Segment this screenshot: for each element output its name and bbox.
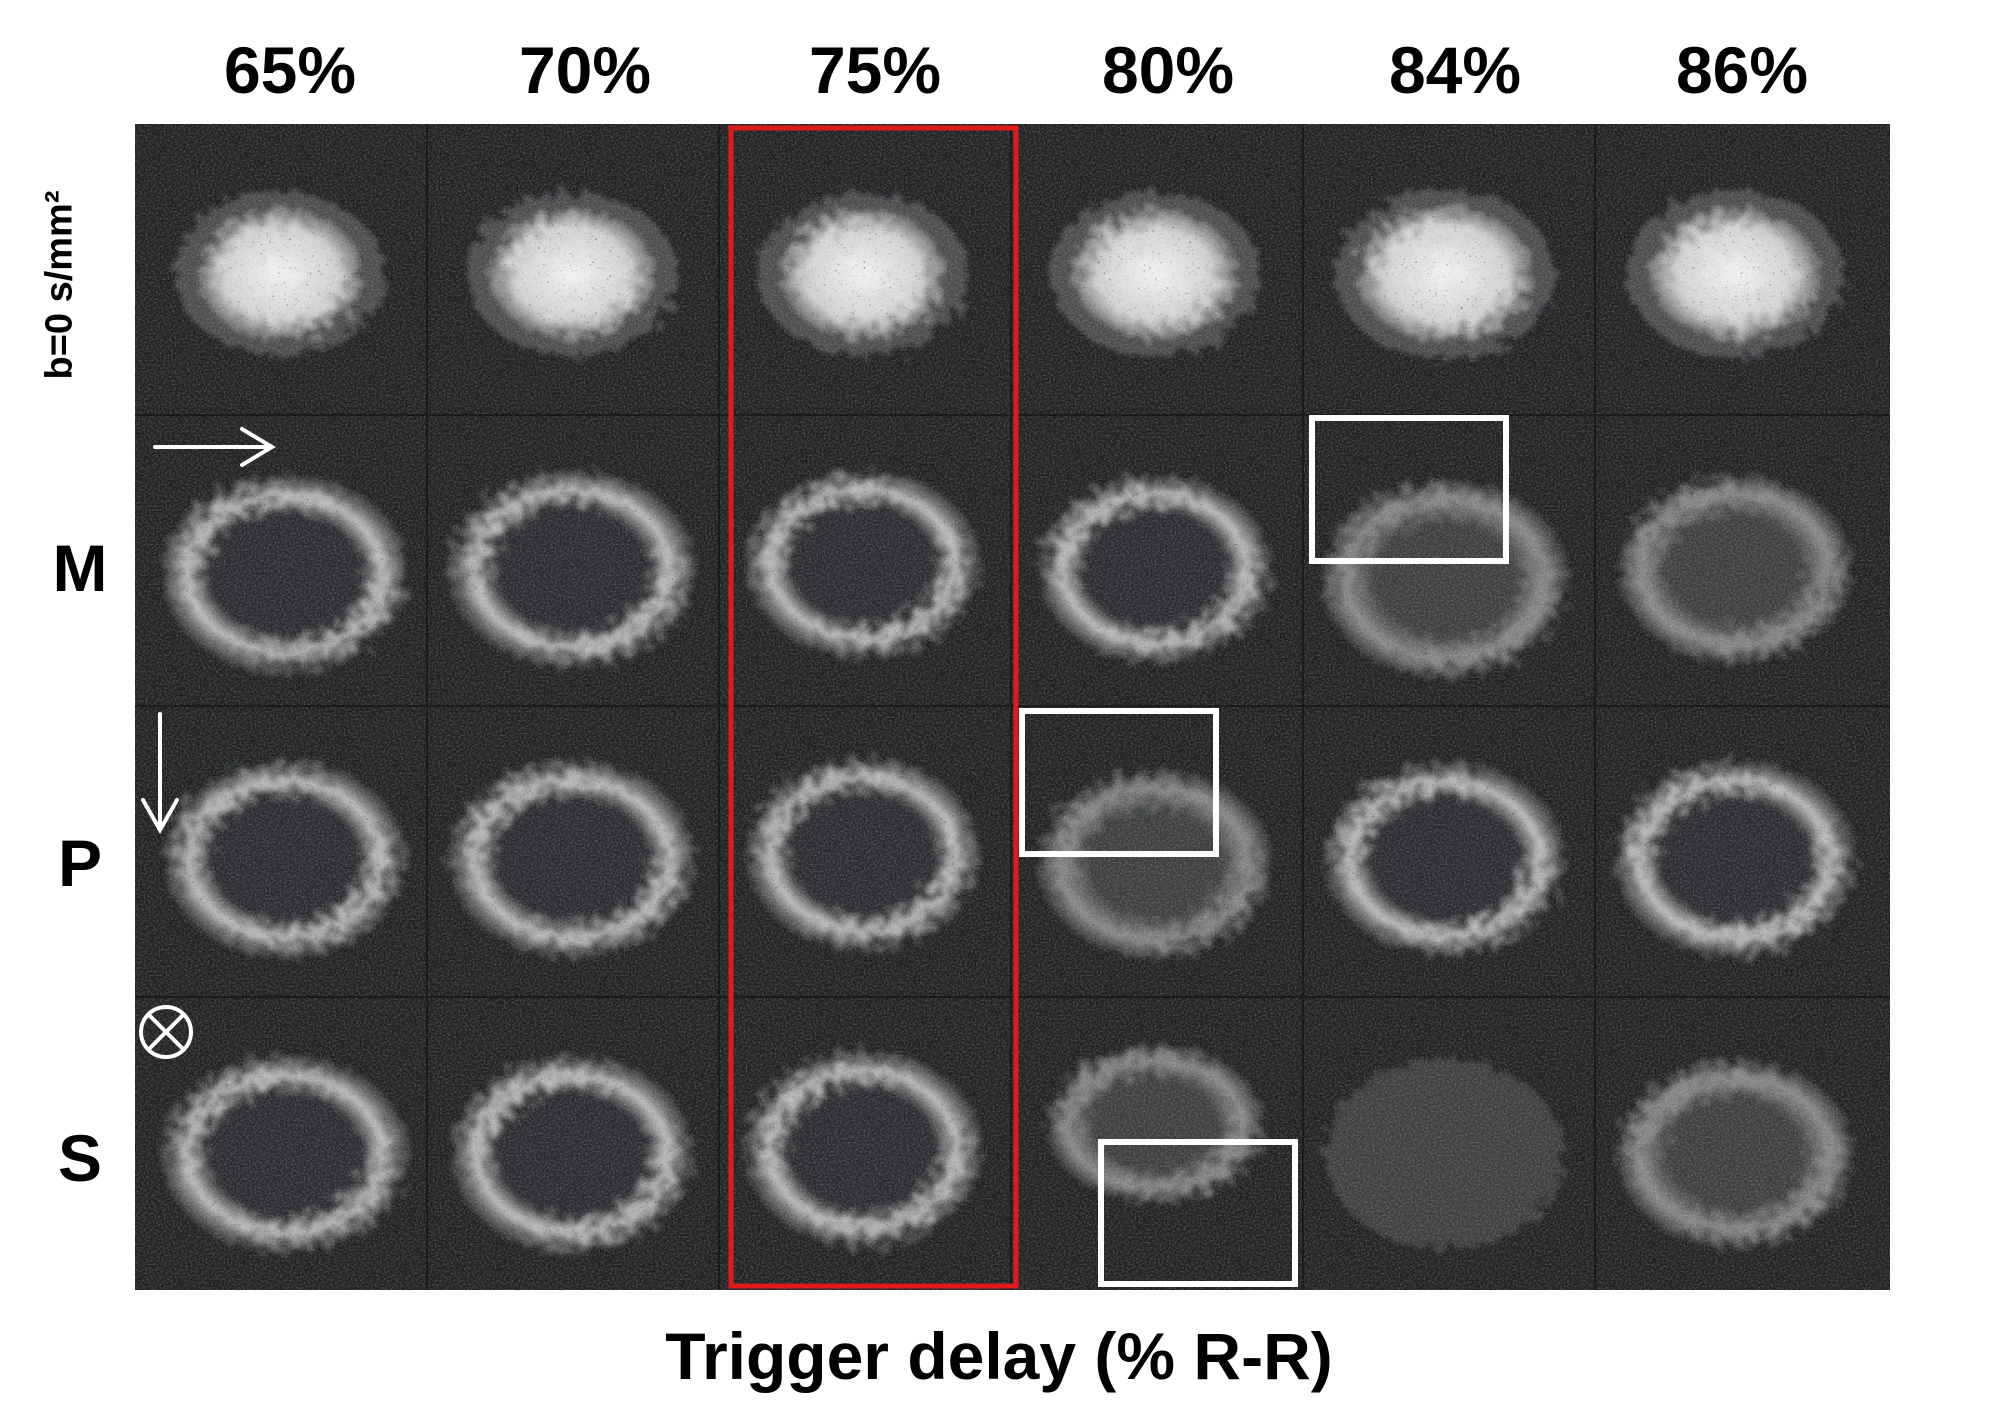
row-label-m: M [52,531,108,605]
row-label-b0: b=0 s/mm² [38,170,81,400]
roi-box-84-m [1309,415,1509,564]
x-axis-title: Trigger delay (% R-R) [665,1319,1333,1393]
column-header-75: 75% [808,33,942,107]
circled-times-icon [139,1005,193,1059]
arrow-down-icon [141,712,179,835]
arrow-right-icon [153,427,276,467]
tile-seams [135,124,1890,1290]
row-label-p: P [57,826,103,900]
mri-image-grid [135,124,1890,1290]
mri-grid-svg [135,124,1890,1290]
column-header-80: 80% [1101,33,1235,107]
column-header-86: 86% [1675,33,1809,107]
column-header-84: 84% [1388,33,1522,107]
row-label-s: S [57,1121,103,1195]
column-header-70: 70% [518,33,652,107]
roi-box-80-p [1019,708,1219,857]
roi-box-80-s [1098,1139,1298,1287]
column-header-65: 65% [223,33,357,107]
row-label-b0-text: b=0 s/mm² [38,190,81,380]
highlight-column-75-box [728,125,1019,1289]
